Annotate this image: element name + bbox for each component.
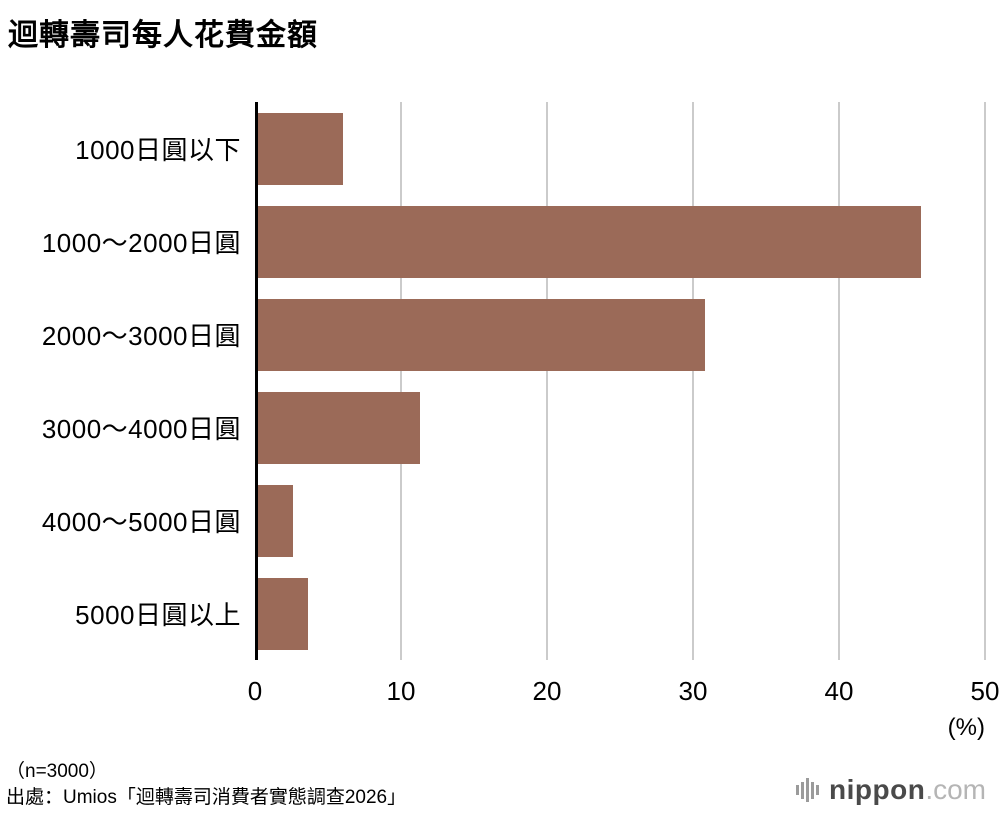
gridlines xyxy=(255,102,986,660)
chart-row: 3000〜4000日圓 xyxy=(8,381,985,474)
gridline xyxy=(692,102,694,660)
x-axis-unit: (%) xyxy=(947,714,985,741)
bar xyxy=(255,577,308,650)
x-tick-label: 20 xyxy=(532,676,562,706)
plot-area: 1000日圓以下 1000〜2000日圓 2000〜3000日圓 3000〜4000日… xyxy=(8,102,986,660)
chart-row: 4000〜5000日圓 xyxy=(8,474,985,567)
gridline xyxy=(984,102,986,660)
bar-track xyxy=(255,577,985,650)
x-tick-label: 50 xyxy=(970,676,1000,706)
logo-domain: .com xyxy=(925,774,986,805)
bar-track xyxy=(255,205,985,278)
category-label: 3000〜4000日圓 xyxy=(41,414,241,444)
footer: （n=3000） 出處：Umios「迴轉壽司消費者實態調查2026」 xyxy=(6,759,406,812)
bar xyxy=(255,205,921,278)
chart-rows: 1000日圓以下 1000〜2000日圓 2000〜3000日圓 3000〜4000日… xyxy=(8,102,985,660)
bar-track xyxy=(255,298,985,371)
bar-track xyxy=(255,484,985,557)
x-tick-label: 40 xyxy=(824,676,854,706)
chart-row: 1000日圓以下 xyxy=(8,102,985,195)
y-axis-line xyxy=(255,102,258,660)
chart-title: 迴轉壽司每人花費金額 xyxy=(8,19,318,52)
gridline xyxy=(546,102,548,660)
bar xyxy=(255,112,343,185)
gridline xyxy=(838,102,840,660)
x-tick-label: 10 xyxy=(386,676,416,706)
logo-name: nippon xyxy=(829,774,926,805)
x-tick-label: 30 xyxy=(678,676,708,706)
sample-size: （n=3000） xyxy=(6,760,108,782)
bar xyxy=(255,484,293,557)
bar-track xyxy=(255,112,985,185)
bar-chart: 1000日圓以下 1000〜2000日圓 2000〜3000日圓 3000〜4000日… xyxy=(8,102,1000,742)
chart-row: 1000〜2000日圓 xyxy=(8,195,985,288)
bar xyxy=(255,391,420,464)
category-label: 4000〜5000日圓 xyxy=(41,507,241,537)
soundwave-icon xyxy=(796,778,821,802)
category-label: 1000日圓以下 xyxy=(75,135,241,165)
category-label: 5000日圓以上 xyxy=(75,600,241,630)
gridline xyxy=(400,102,402,660)
x-axis: 0 10 20 30 40 50 xyxy=(248,676,1000,710)
bar xyxy=(255,298,705,371)
source-note: 出處：Umios「迴轉壽司消費者實態調查2026」 xyxy=(6,787,407,809)
category-label: 2000〜3000日圓 xyxy=(41,321,241,351)
category-label: 1000〜2000日圓 xyxy=(41,228,241,258)
chart-row: 5000日圓以上 xyxy=(8,567,985,660)
x-tick-label: 0 xyxy=(247,676,263,706)
nippon-logo: nippon .com xyxy=(796,774,986,806)
bar-track xyxy=(255,391,985,464)
chart-row: 2000〜3000日圓 xyxy=(8,288,985,381)
